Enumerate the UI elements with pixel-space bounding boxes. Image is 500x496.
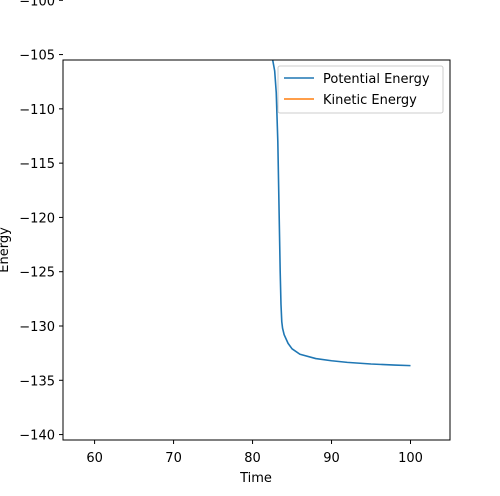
y-tick-label: −105 xyxy=(19,49,55,64)
x-tick-label: 70 xyxy=(165,451,182,466)
plot-area xyxy=(63,60,450,440)
series-line-potential-energy xyxy=(271,60,411,367)
x-tick-label: 100 xyxy=(398,451,423,466)
y-tick-label: −115 xyxy=(19,157,55,172)
x-tick-label: 60 xyxy=(86,451,103,466)
y-tick-label: −140 xyxy=(19,429,55,444)
y-tick-label: −100 xyxy=(19,0,55,9)
y-tick-label: −125 xyxy=(19,266,55,281)
y-tick-label: −110 xyxy=(19,103,55,118)
y-tick-label: −120 xyxy=(19,211,55,226)
x-axis-label: Time xyxy=(239,471,272,486)
legend-label-potential-energy: Potential Energy xyxy=(323,72,430,87)
x-axis: 60 70 80 90 100 xyxy=(86,440,423,466)
legend-label-kinetic-energy: Kinetic Energy xyxy=(323,93,417,108)
legend: Potential Energy Kinetic Energy xyxy=(277,65,444,114)
legend-box xyxy=(277,65,444,114)
x-tick-label: 80 xyxy=(244,451,261,466)
plot-frame xyxy=(62,59,451,441)
y-axis-label: Energy xyxy=(0,227,12,273)
x-tick-label: 90 xyxy=(323,451,340,466)
series-layer xyxy=(271,60,411,367)
y-tick-label: −130 xyxy=(19,320,55,335)
y-axis: −140 −135 −130 −125 −120 −115 −110 −105 −100 xyxy=(19,0,63,444)
y-tick-label: −135 xyxy=(19,374,55,389)
